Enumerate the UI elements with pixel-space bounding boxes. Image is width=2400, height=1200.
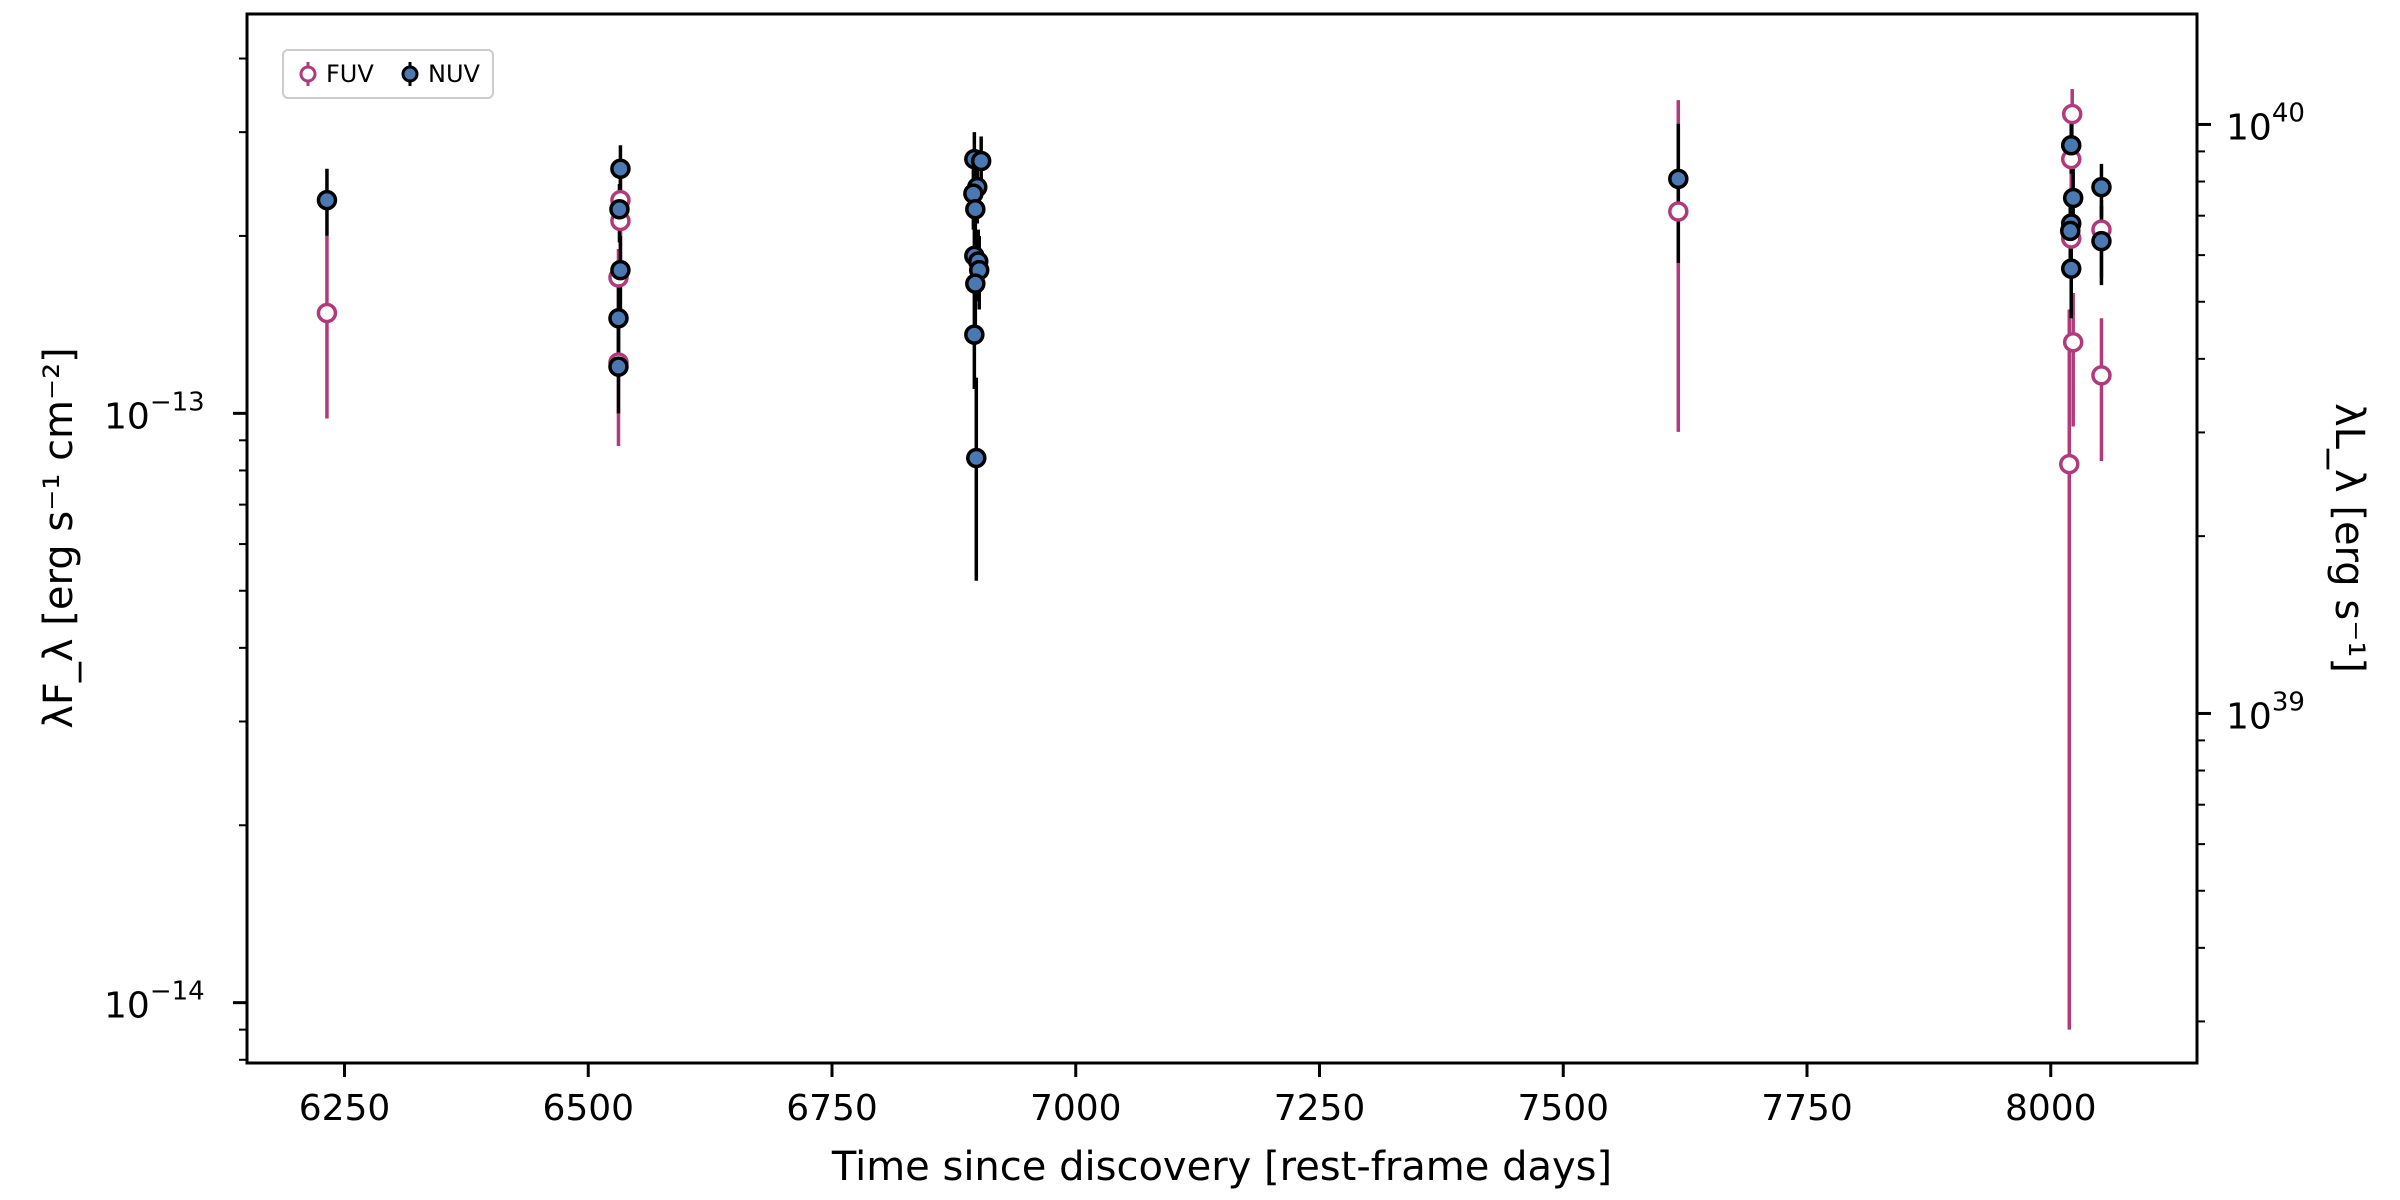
x-tick-label: 6500 xyxy=(542,1088,634,1129)
x-tick-label: 7500 xyxy=(1517,1088,1609,1129)
y-axis-label-right-text: λL_λ [erg s⁻¹] xyxy=(2326,403,2372,673)
x-tick-label: 7750 xyxy=(1761,1088,1853,1129)
x-tick-label: 8000 xyxy=(2005,1088,2097,1129)
y-right-tick-label: 1039 xyxy=(2226,687,2305,737)
nuv-point xyxy=(2060,220,2081,242)
nuv-point xyxy=(2060,258,2082,279)
legend-marker-swatch xyxy=(299,65,317,83)
nuv-point xyxy=(1668,168,1689,190)
nuv-point xyxy=(610,259,631,281)
legend-entry-nuv: NUV xyxy=(401,60,481,88)
y-axis-label-text: λF_λ [erg s⁻¹ cm⁻²] xyxy=(36,347,82,729)
nuv-point xyxy=(965,273,986,294)
y-tick-label: 10−14 xyxy=(104,977,205,1027)
legend: FUV NUV xyxy=(282,49,494,99)
nuv-point xyxy=(608,356,629,377)
fuv-point xyxy=(2059,453,2080,475)
legend-entry-fuv: FUV xyxy=(299,60,374,88)
nuv-point xyxy=(965,198,986,220)
x-tick-label: 7000 xyxy=(1030,1088,1122,1129)
y-tick-label: 10−13 xyxy=(104,387,205,437)
data-markers xyxy=(316,103,2112,475)
nuv-point xyxy=(2091,230,2112,252)
nuv-point xyxy=(2091,176,2112,198)
nuv-point xyxy=(608,307,629,329)
fuv-point xyxy=(2091,365,2112,386)
fuv-point xyxy=(2062,332,2084,353)
x-axis-label: Time since discovery [rest-frame days] xyxy=(831,1144,1612,1190)
legend-label: FUV xyxy=(326,60,374,88)
axes: 6250 6500 6750 7000 7250 7500 7750 8000 10−13 10−… xyxy=(104,57,2305,1129)
nuv-point xyxy=(2062,187,2084,209)
fuv-point xyxy=(1668,201,1689,222)
plot-frame xyxy=(245,12,2199,1065)
y-axis-label-left: λF_λ [erg s⁻¹ cm⁻²] xyxy=(36,347,82,729)
nuv-point xyxy=(610,158,631,180)
fuv-point xyxy=(316,302,338,324)
legend-box xyxy=(282,49,494,99)
x-tick-label: 7250 xyxy=(1274,1088,1366,1129)
nuv-point xyxy=(2060,135,2082,156)
nuv-point xyxy=(970,150,992,172)
y-axis-label-right: λL_λ [erg s⁻¹] xyxy=(2326,403,2372,673)
nuv-point xyxy=(316,189,338,211)
nuv-point xyxy=(966,447,987,469)
y-right-tick-label: 1040 xyxy=(2226,98,2305,148)
x-tick-label: 6750 xyxy=(786,1088,878,1129)
nuv-point xyxy=(609,198,630,220)
legend-marker-swatch xyxy=(401,65,419,83)
legend-label: NUV xyxy=(428,60,481,88)
x-tick-label: 6250 xyxy=(299,1088,391,1129)
fuv-point xyxy=(2061,103,2083,125)
nuv-point xyxy=(964,324,985,345)
